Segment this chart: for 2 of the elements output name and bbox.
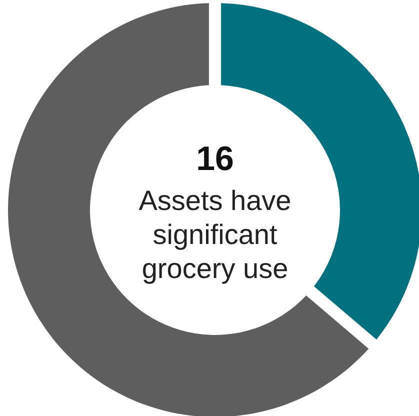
text: 16 [196, 140, 234, 178]
text: Assets have significant grocery use [138, 185, 292, 284]
